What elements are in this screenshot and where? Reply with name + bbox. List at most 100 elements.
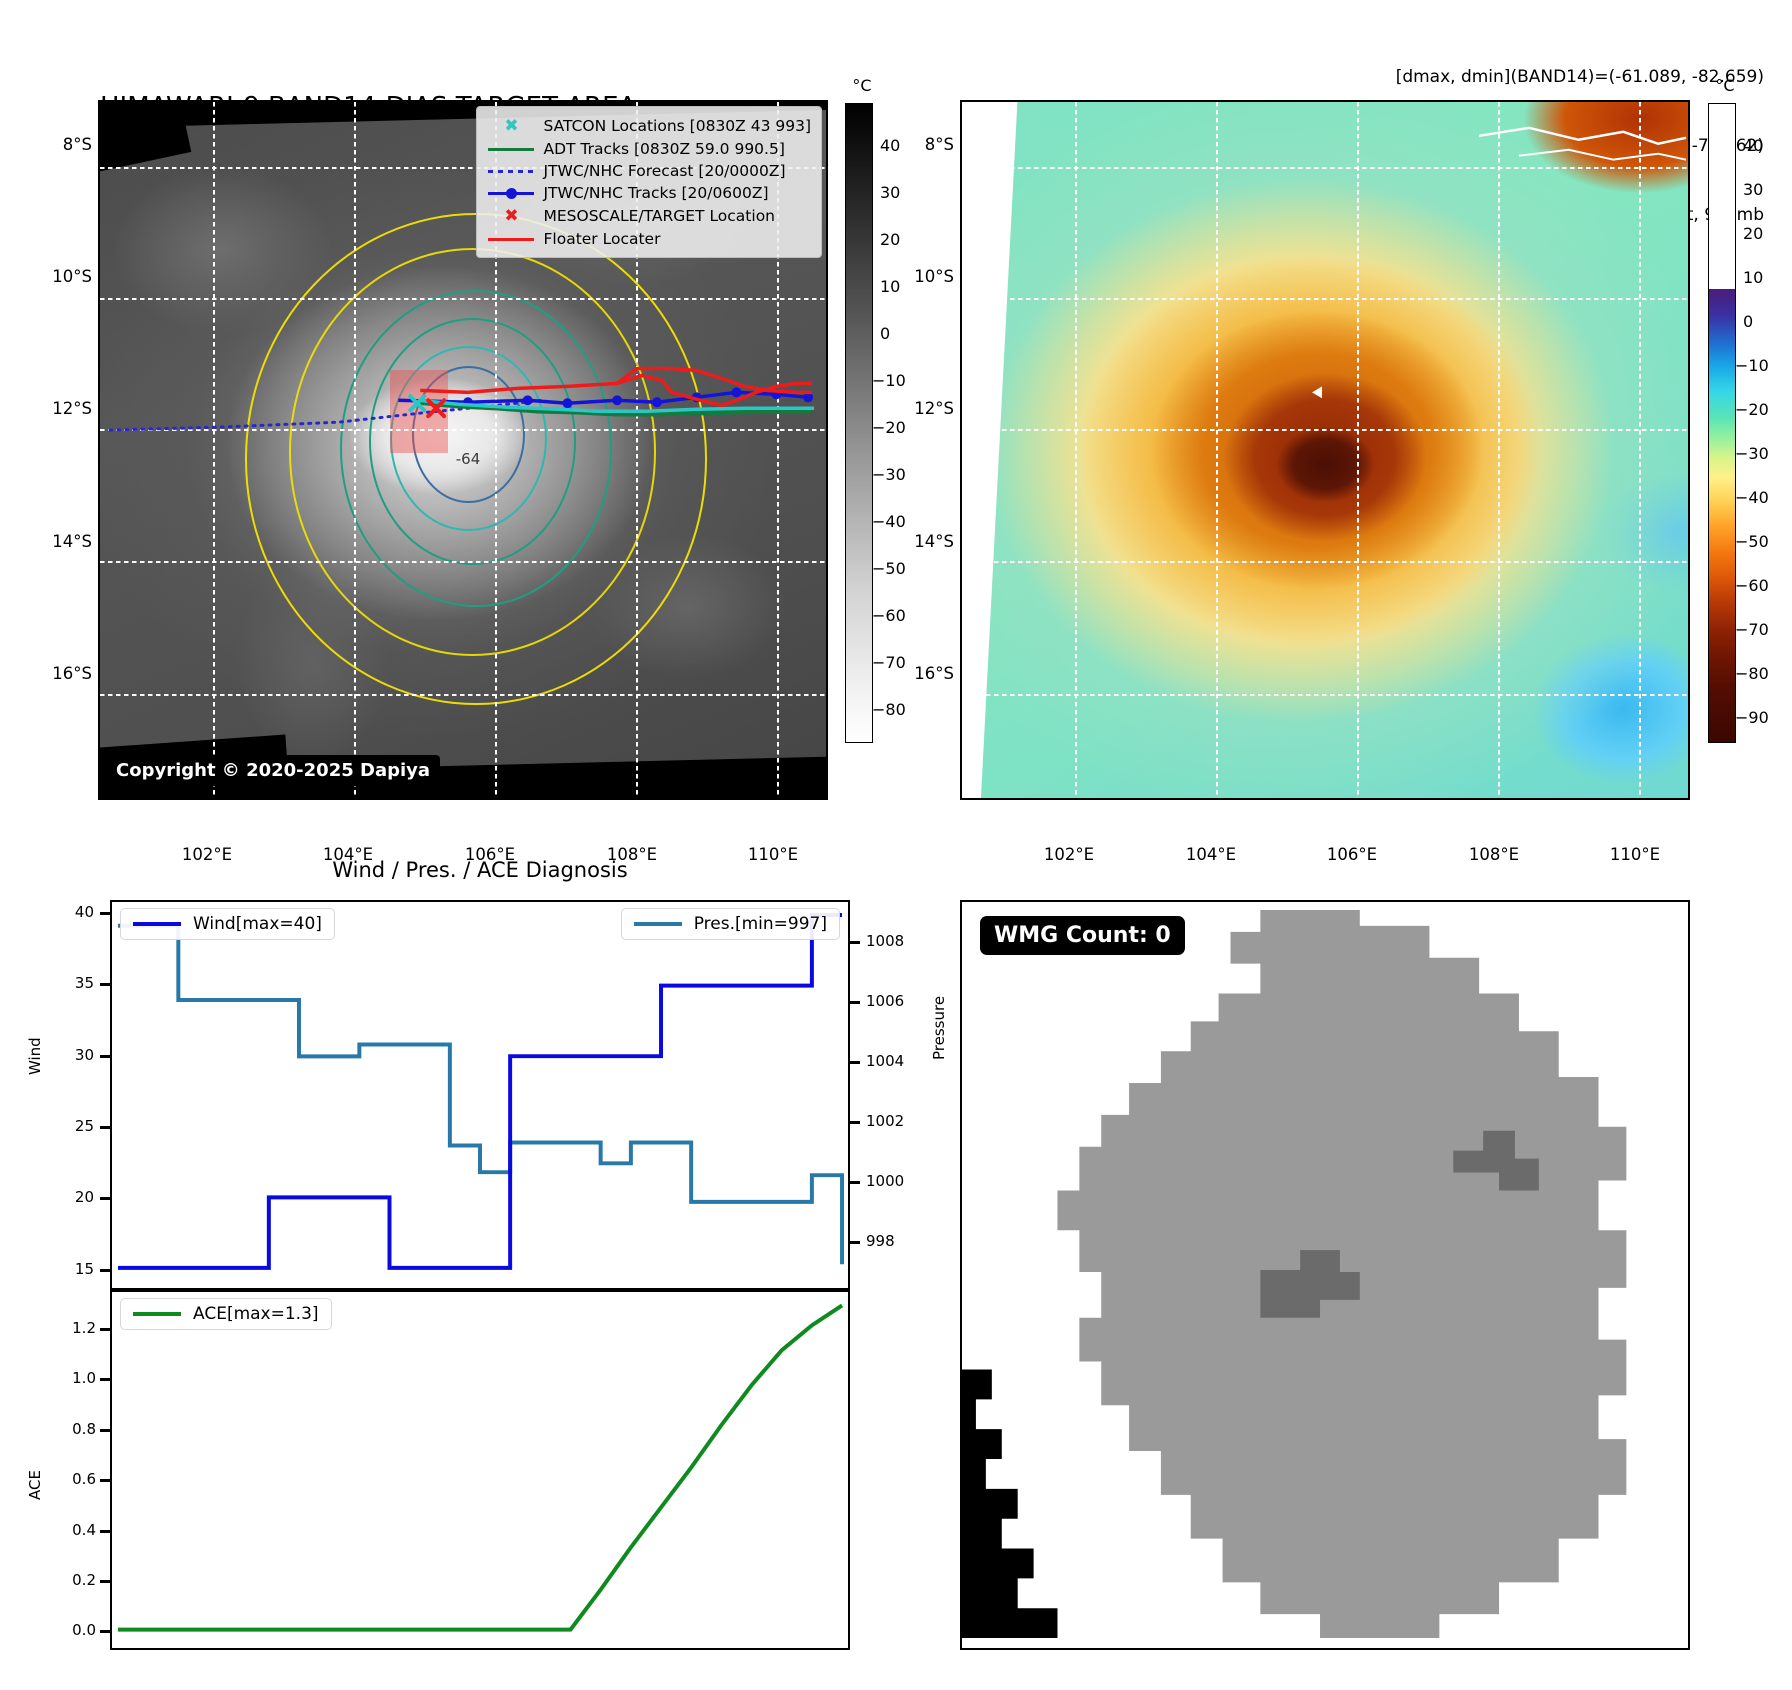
coastline (1478, 126, 1687, 146)
ir-cb-tick-m60: −60 (872, 606, 906, 625)
track-overlay (108, 366, 815, 432)
pressure-axis-label: Pressure (930, 995, 948, 1060)
satcon-x-icon: ✖ (504, 116, 519, 136)
wmg-map: WMG Count: 0 (962, 902, 1688, 1648)
awv-cb-tick-m50: −50 (1735, 532, 1769, 551)
pressure-tick-1008: 1008 (866, 932, 905, 950)
ir-cb-tick-m80: −80 (872, 700, 906, 719)
contour-ring-teal-inner (368, 317, 576, 566)
awv-lat-tick-12s: 12°S (914, 399, 954, 418)
floater-line-icon (485, 237, 537, 241)
awv-lat-tick-14s: 14°S (914, 532, 954, 551)
jtwc-forecast-track (108, 398, 545, 432)
awv-cb-tick-m10: −10 (1735, 356, 1769, 375)
awv-cb-tick-m20: −20 (1735, 400, 1769, 419)
ir-legend[interactable]: ✖ SATCON Locations [0830Z 43 993] ADT Tr… (476, 106, 822, 259)
awv-cb-tick-m80: −80 (1735, 664, 1769, 683)
ace-tickmark-1.0 (100, 1378, 110, 1382)
ace-tickmark-0.4 (100, 1529, 110, 1533)
awv-cb-tick-20: 20 (1743, 224, 1764, 243)
wind-line-icon (133, 922, 181, 926)
gridline-lat-10s (100, 298, 826, 301)
diagnosis-chart-title: Wind / Pres. / ACE Diagnosis (332, 858, 628, 882)
awv-gridline-lon-110e (1638, 102, 1641, 798)
awv-gridline-lat-12s (962, 429, 1688, 432)
wind-tickmark-15 (100, 1268, 110, 1272)
gridline-lat-12s (100, 429, 826, 432)
awv-gridline-lon-108e (1497, 102, 1500, 798)
awv-gridline-lat-14s (962, 561, 1688, 564)
contour-ring-yellow-mid (288, 248, 656, 656)
dmax-dmin-band14: [dmax, dmin](BAND14)=(-61.089, -82.659) (1395, 66, 1764, 87)
pressure-tick-1000: 1000 (866, 1172, 905, 1190)
adt-line-icon (485, 147, 537, 151)
ir-lat-tick-14s: 14°S (52, 532, 92, 551)
ace-tickmark-0.8 (100, 1428, 110, 1432)
wind-tickmark-25 (100, 1126, 110, 1130)
wind-tick-20: 20 (74, 1188, 94, 1207)
awv-cb-tick-10: 10 (1743, 268, 1764, 287)
gridline-lat-16s (100, 693, 826, 696)
ace-legend-label: ACE[max=1.3] (193, 1304, 319, 1324)
awv-lon-tick-106e: 106°E (1326, 845, 1378, 864)
contour-ring-steel (412, 366, 526, 503)
legend-row-jtwc-forecast: JTWC/NHC Forecast [20/0000Z] (485, 160, 811, 182)
awv-lat-tick-10s: 10°S (914, 267, 954, 286)
ace-tick-0.0: 0.0 (72, 1621, 96, 1640)
wind-legend[interactable]: Wind[max=40] (120, 908, 335, 940)
wmg-black-region (962, 1369, 1058, 1639)
coastline-2 (1518, 148, 1687, 161)
wind-tickmark-30 (100, 1054, 110, 1058)
wind-pressure-chart[interactable]: Wind[max=40] Pres.[min=997] (110, 900, 850, 1290)
legend-label: MESOSCALE/TARGET Location (543, 207, 776, 226)
legend-label: SATCON Locations [0830Z 43 993] (543, 117, 811, 136)
wind-tick-15: 15 (74, 1259, 94, 1278)
copyright-badge: Copyright © 2020-2025 Dapiya (106, 755, 441, 786)
awv-coastline-overlay (1312, 126, 1687, 399)
wind-tick-35: 35 (74, 974, 94, 993)
pressure-legend[interactable]: Pres.[min=997] (620, 908, 840, 940)
awv-cb-tick-m70: −70 (1735, 620, 1769, 639)
awv-lat-tick-16s: 16°S (914, 664, 954, 683)
contour-ring-yellow-outer (245, 213, 707, 705)
wind-tickmark-35 (100, 983, 110, 987)
ir-lon-tick-102e: 102°E (181, 845, 233, 864)
ir-lat-tick-16s: 16°S (52, 664, 92, 683)
contour-ring-cyan (390, 345, 547, 531)
center-marker (1312, 386, 1323, 399)
ace-tick-1.2: 1.2 (72, 1318, 96, 1337)
ace-line-icon (133, 1312, 181, 1316)
ace-tickmark-1.2 (100, 1327, 110, 1331)
ir-cb-tick-m70: −70 (872, 653, 906, 672)
awv-gridline-lat-8s (962, 166, 1688, 169)
pressure-legend-label: Pres.[min=997] (693, 914, 827, 934)
ir-cb-tick-m20: −20 (872, 418, 906, 437)
wmg-panel[interactable]: WMG Count: 0 (960, 900, 1690, 1650)
satcon-location-marker (408, 394, 427, 413)
ace-tickmark-0.6 (100, 1479, 110, 1483)
wind-pressure-plot (117, 912, 845, 1270)
ace-axis-label: ACE (26, 1470, 44, 1500)
ir-satellite-panel[interactable]: -64 (98, 100, 828, 800)
ace-plot (117, 1303, 844, 1632)
wmg-dark-blob-1 (1260, 1250, 1360, 1318)
ir-colorbar[interactable] (845, 103, 873, 743)
ace-tick-0.4: 0.4 (72, 1520, 96, 1539)
pressure-tickmark-1002 (850, 1121, 860, 1124)
awv-lon-tick-104e: 104°E (1185, 845, 1237, 864)
wind-legend-label: Wind[max=40] (193, 914, 322, 934)
ace-chart[interactable]: ACE[max=1.3] (110, 1290, 850, 1650)
awv-lon-tick-102e: 102°E (1043, 845, 1095, 864)
ace-legend[interactable]: ACE[max=1.3] (120, 1298, 332, 1330)
pressure-tick-1002: 1002 (866, 1112, 905, 1130)
pressure-line-icon (633, 922, 682, 926)
wmg-dark-blob-2 (1453, 1130, 1539, 1191)
awv-colorbar[interactable] (1708, 103, 1736, 743)
mesoscale-x-icon: ✖ (504, 206, 519, 227)
pressure-tickmark-1006 (850, 1001, 860, 1004)
legend-label: Floater Locater (543, 230, 661, 249)
awv-satellite-panel[interactable] (960, 100, 1690, 800)
awv-image (962, 102, 1688, 798)
pressure-tickmark-1004 (850, 1061, 860, 1064)
awv-colorbar-unit: °C (1715, 76, 1735, 95)
